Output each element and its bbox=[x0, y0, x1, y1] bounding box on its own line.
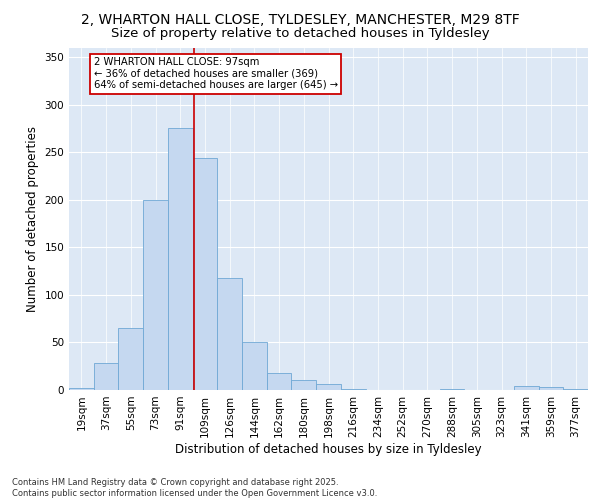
Y-axis label: Number of detached properties: Number of detached properties bbox=[26, 126, 39, 312]
Bar bbox=[94, 364, 118, 390]
X-axis label: Distribution of detached houses by size in Tyldesley: Distribution of detached houses by size … bbox=[175, 442, 482, 456]
Bar bbox=[440, 389, 464, 390]
Bar bbox=[563, 389, 588, 390]
Text: 2, WHARTON HALL CLOSE, TYLDESLEY, MANCHESTER, M29 8TF: 2, WHARTON HALL CLOSE, TYLDESLEY, MANCHE… bbox=[80, 12, 520, 26]
Bar bbox=[292, 380, 316, 390]
Bar bbox=[539, 387, 563, 390]
Bar bbox=[341, 389, 365, 390]
Bar bbox=[118, 328, 143, 390]
Bar bbox=[217, 278, 242, 390]
Bar bbox=[69, 388, 94, 390]
Text: Contains HM Land Registry data © Crown copyright and database right 2025.
Contai: Contains HM Land Registry data © Crown c… bbox=[12, 478, 377, 498]
Bar bbox=[193, 158, 217, 390]
Text: Size of property relative to detached houses in Tyldesley: Size of property relative to detached ho… bbox=[110, 28, 490, 40]
Bar bbox=[242, 342, 267, 390]
Bar bbox=[143, 200, 168, 390]
Text: 2 WHARTON HALL CLOSE: 97sqm
← 36% of detached houses are smaller (369)
64% of se: 2 WHARTON HALL CLOSE: 97sqm ← 36% of det… bbox=[94, 57, 338, 90]
Bar bbox=[514, 386, 539, 390]
Bar bbox=[267, 373, 292, 390]
Bar bbox=[316, 384, 341, 390]
Bar bbox=[168, 128, 193, 390]
